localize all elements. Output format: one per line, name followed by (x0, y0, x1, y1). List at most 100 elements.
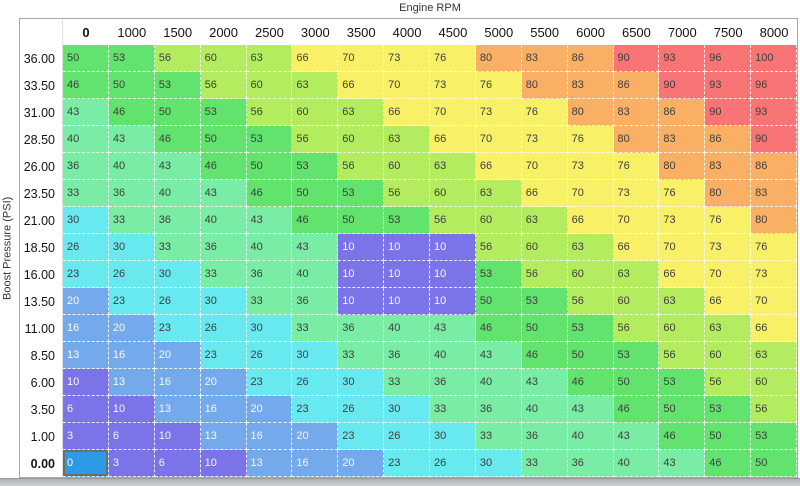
table-cell[interactable]: 23 (154, 315, 201, 342)
table-cell[interactable]: 70 (475, 126, 522, 153)
table-cell[interactable]: 30 (430, 423, 476, 450)
table-cell-selected[interactable]: 0 (63, 450, 109, 477)
table-cell[interactable]: 43 (246, 207, 293, 234)
table-cell[interactable]: 43 (292, 234, 339, 261)
table-cell[interactable]: 20 (200, 369, 247, 396)
table-cell[interactable]: 10 (154, 423, 201, 450)
table-cell[interactable]: 10 (384, 288, 430, 315)
table-cell[interactable]: 43 (108, 126, 155, 153)
table-cell[interactable]: 93 (659, 45, 706, 72)
table-cell[interactable]: 56 (521, 261, 568, 288)
table-cell[interactable]: 96 (705, 45, 752, 72)
table-cell[interactable]: 83 (521, 45, 568, 72)
table-cell[interactable]: 10 (108, 396, 155, 423)
table-cell[interactable]: 30 (246, 315, 293, 342)
table-cell[interactable]: 36 (200, 234, 247, 261)
table-cell[interactable]: 6 (63, 396, 109, 423)
table-cell[interactable]: 90 (659, 72, 706, 99)
table-cell[interactable]: 80 (475, 45, 522, 72)
table-cell[interactable]: 26 (200, 315, 247, 342)
table-cell[interactable]: 43 (659, 450, 706, 477)
table-cell[interactable]: 50 (705, 423, 752, 450)
table-cell[interactable]: 50 (751, 450, 797, 477)
table-cell[interactable]: 83 (613, 99, 660, 126)
table-cell[interactable]: 56 (475, 234, 522, 261)
table-cell[interactable]: 56 (751, 396, 797, 423)
table-cell[interactable]: 56 (705, 369, 752, 396)
table-cell[interactable]: 73 (521, 126, 568, 153)
table-cell[interactable]: 83 (567, 72, 614, 99)
table-cell[interactable]: 36 (154, 207, 201, 234)
table-cell[interactable]: 56 (292, 126, 339, 153)
table-cell[interactable]: 23 (384, 450, 430, 477)
table-cell[interactable]: 26 (292, 369, 339, 396)
table-cell[interactable]: 50 (200, 126, 247, 153)
table-cell[interactable]: 66 (613, 234, 660, 261)
table-cell[interactable]: 43 (430, 315, 476, 342)
table-cell[interactable]: 20 (108, 315, 155, 342)
table-cell[interactable]: 40 (154, 180, 201, 207)
table-cell[interactable]: 36 (475, 396, 522, 423)
table-cell[interactable]: 93 (751, 99, 797, 126)
table-cell[interactable]: 56 (384, 180, 430, 207)
table-cell[interactable]: 50 (613, 369, 660, 396)
table-cell[interactable]: 66 (521, 180, 568, 207)
table-cell[interactable]: 50 (154, 99, 201, 126)
table-cell[interactable]: 43 (613, 423, 660, 450)
table-cell[interactable]: 36 (567, 450, 614, 477)
table-cell[interactable]: 40 (292, 261, 339, 288)
table-cell[interactable]: 53 (246, 126, 293, 153)
table-cell[interactable]: 70 (521, 153, 568, 180)
table-cell[interactable]: 13 (200, 423, 247, 450)
row-header-0.00[interactable]: 0.00 (20, 450, 63, 477)
table-cell[interactable]: 63 (475, 180, 522, 207)
row-header-18.50[interactable]: 18.50 (20, 234, 63, 261)
table-cell[interactable]: 60 (338, 126, 385, 153)
table-cell[interactable]: 30 (475, 450, 522, 477)
table-cell[interactable]: 53 (384, 207, 430, 234)
table-cell[interactable]: 33 (292, 315, 339, 342)
table-cell[interactable]: 10 (430, 261, 476, 288)
table-cell[interactable]: 53 (200, 99, 247, 126)
table-cell[interactable]: 36 (430, 369, 476, 396)
table-cell[interactable]: 33 (475, 423, 522, 450)
table-cell[interactable]: 16 (200, 396, 247, 423)
table-cell[interactable]: 40 (430, 342, 476, 369)
table-cell[interactable]: 70 (705, 261, 752, 288)
table-cell[interactable]: 63 (567, 234, 614, 261)
table-cell[interactable]: 16 (246, 423, 293, 450)
table-cell[interactable]: 26 (246, 342, 293, 369)
table-cell[interactable]: 90 (613, 45, 660, 72)
table-cell[interactable]: 33 (63, 180, 109, 207)
table-cell[interactable]: 80 (751, 207, 797, 234)
table-cell[interactable]: 26 (430, 450, 476, 477)
table-cell[interactable]: 16 (63, 315, 109, 342)
table-cell[interactable]: 10 (430, 288, 476, 315)
table-cell[interactable]: 33 (384, 369, 430, 396)
table-cell[interactable]: 63 (384, 126, 430, 153)
table-cell[interactable]: 76 (430, 45, 476, 72)
table-cell[interactable]: 43 (521, 369, 568, 396)
table-cell[interactable]: 40 (63, 126, 109, 153)
table-cell[interactable]: 83 (751, 180, 797, 207)
column-header-4500[interactable]: 4500 (430, 19, 476, 45)
table-cell[interactable]: 60 (705, 342, 752, 369)
table-cell[interactable]: 70 (751, 288, 797, 315)
row-header-21.00[interactable]: 21.00 (20, 207, 63, 234)
table-cell[interactable]: 53 (705, 396, 752, 423)
table-cell[interactable]: 36 (63, 153, 109, 180)
table-cell[interactable]: 60 (292, 99, 339, 126)
table-cell[interactable]: 63 (521, 207, 568, 234)
table-cell[interactable]: 26 (63, 234, 109, 261)
table-cell[interactable]: 36 (338, 315, 385, 342)
table-cell[interactable]: 20 (246, 396, 293, 423)
table-cell[interactable]: 56 (246, 99, 293, 126)
table-cell[interactable]: 86 (613, 72, 660, 99)
row-header-11.00[interactable]: 11.00 (20, 315, 63, 342)
table-cell[interactable]: 46 (521, 342, 568, 369)
table-cell[interactable]: 50 (108, 72, 155, 99)
table-cell[interactable]: 53 (475, 261, 522, 288)
table-cell[interactable]: 76 (751, 234, 797, 261)
table-cell[interactable]: 73 (705, 234, 752, 261)
table-cell[interactable]: 53 (108, 45, 155, 72)
